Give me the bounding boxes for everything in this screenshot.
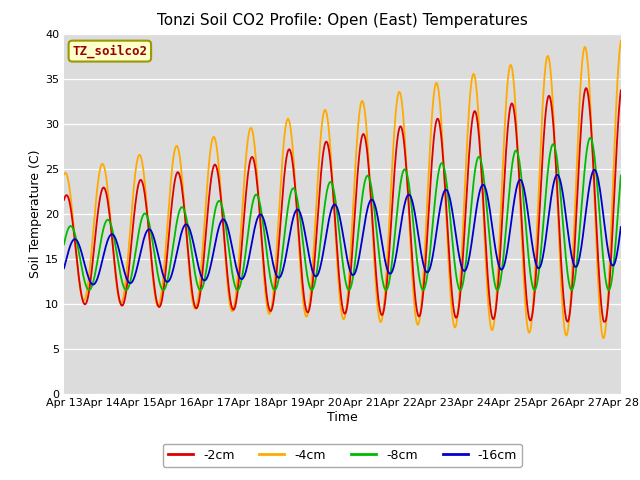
X-axis label: Time: Time (327, 411, 358, 424)
Title: Tonzi Soil CO2 Profile: Open (East) Temperatures: Tonzi Soil CO2 Profile: Open (East) Temp… (157, 13, 528, 28)
Y-axis label: Soil Temperature (C): Soil Temperature (C) (29, 149, 42, 278)
Legend: -2cm, -4cm, -8cm, -16cm: -2cm, -4cm, -8cm, -16cm (163, 444, 522, 467)
Text: TZ_soilco2: TZ_soilco2 (72, 44, 147, 58)
